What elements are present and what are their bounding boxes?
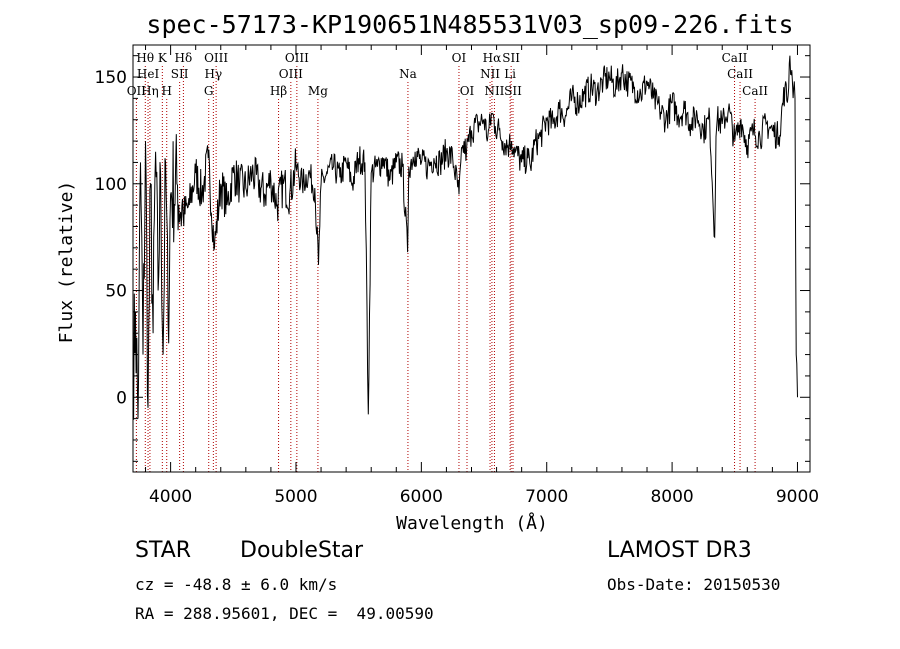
- line-marker-label: H: [161, 84, 171, 98]
- line-marker-label: Hθ: [136, 51, 154, 65]
- flux-series-line: [132, 55, 798, 420]
- line-marker-label: Hη: [141, 84, 159, 98]
- line-marker-label: Hγ: [205, 67, 223, 81]
- x-tick-label: 7000: [525, 487, 568, 507]
- redshift-text: cz = -48.8 ± 6.0 km/s: [135, 575, 338, 594]
- line-marker-label: NII: [484, 84, 504, 98]
- x-tick-label: 8000: [650, 487, 693, 507]
- line-marker-label: OII: [127, 84, 147, 98]
- line-marker-label: OIII: [279, 67, 303, 81]
- line-marker-label: SII: [171, 67, 189, 81]
- x-tick-label: 9000: [776, 487, 819, 507]
- line-marker-label: Li: [504, 67, 516, 81]
- obs-date-text: Obs-Date: 20150530: [607, 575, 781, 594]
- line-marker-label: Mg: [308, 84, 328, 98]
- line-marker-label: SII: [502, 51, 520, 65]
- y-axis-label: Flux (relative): [56, 181, 77, 344]
- line-marker-label: SII: [504, 84, 522, 98]
- line-marker-label: HeI: [137, 67, 160, 81]
- object-subclass: DoubleStar: [240, 538, 364, 563]
- line-marker-label: OI: [452, 51, 467, 65]
- x-axis: 4000 5000 6000 7000 8000 9000: [145, 45, 819, 507]
- y-tick-label: 0: [116, 388, 127, 408]
- plot-frame: [132, 44, 811, 473]
- survey-name: LAMOST DR3: [607, 538, 752, 563]
- line-marker-label: CaII: [742, 84, 768, 98]
- line-marker-label: G: [204, 84, 214, 98]
- line-marker-label: Hα: [483, 51, 502, 65]
- coords-text: RA = 288.95601, DEC = 49.00590: [135, 604, 434, 623]
- object-class: STAR: [135, 538, 192, 563]
- line-marker-label: Hδ: [175, 51, 193, 65]
- x-axis-label: Wavelength (Å): [396, 512, 548, 534]
- y-tick-label: 150: [95, 68, 127, 88]
- x-tick-label: 4000: [149, 487, 192, 507]
- line-marker-label: K: [158, 51, 168, 65]
- line-marker-label: OI: [460, 84, 475, 98]
- line-marker-label: CaII: [727, 67, 753, 81]
- line-marker-label: NII: [480, 67, 500, 81]
- chart-title: spec-57173-KP190651N485531V03_sp09-226.f…: [146, 10, 793, 39]
- line-marker-label: CaII: [722, 51, 748, 65]
- line-marker-label: OIII: [285, 51, 309, 65]
- line-marker-label: Na: [399, 67, 417, 81]
- line-marker-label: OIII: [204, 51, 228, 65]
- y-tick-label: 50: [105, 282, 127, 302]
- y-tick-label: 100: [95, 175, 127, 195]
- line-marker-label: Hβ: [270, 84, 287, 98]
- y-axis: 0 50 100 150: [95, 55, 810, 462]
- x-tick-label: 6000: [400, 487, 443, 507]
- x-tick-label: 5000: [274, 487, 317, 507]
